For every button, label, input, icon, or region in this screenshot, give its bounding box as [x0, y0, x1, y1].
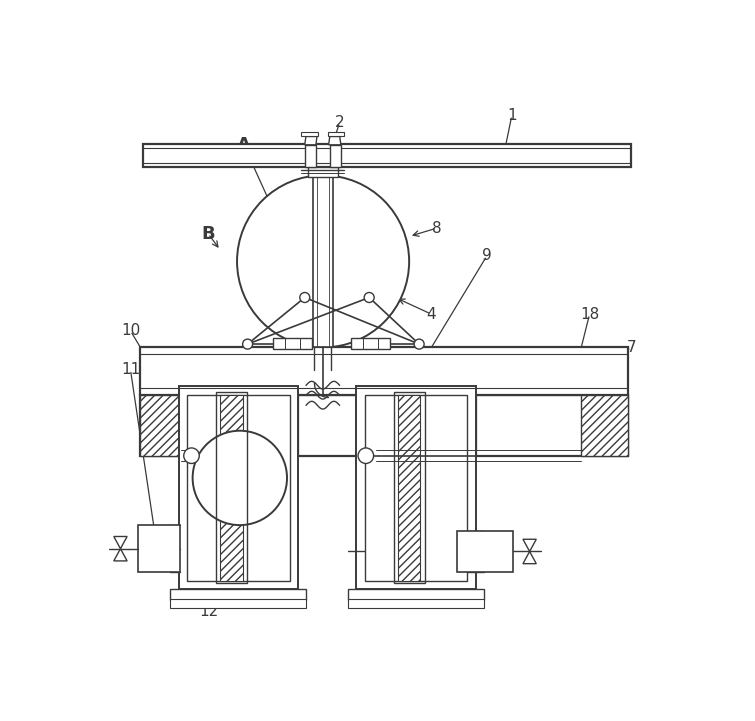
Polygon shape: [114, 549, 127, 561]
Bar: [348, 599, 484, 609]
Bar: [216, 392, 247, 583]
Bar: [305, 145, 316, 167]
Bar: [140, 394, 187, 456]
Bar: [301, 132, 318, 136]
Text: B: B: [202, 225, 215, 243]
Text: 1: 1: [507, 108, 516, 123]
Text: 4: 4: [427, 306, 436, 322]
Bar: [393, 392, 425, 583]
Circle shape: [364, 293, 374, 303]
Bar: [140, 348, 628, 394]
Text: 12: 12: [199, 603, 219, 619]
Circle shape: [193, 430, 287, 525]
Bar: [356, 386, 476, 589]
Text: 9: 9: [482, 248, 492, 263]
Polygon shape: [114, 536, 127, 549]
Bar: [179, 386, 298, 589]
Polygon shape: [328, 136, 341, 145]
Circle shape: [237, 175, 409, 348]
Polygon shape: [523, 552, 536, 564]
Text: 11: 11: [121, 362, 140, 377]
Bar: [143, 143, 631, 167]
Polygon shape: [305, 136, 317, 145]
Bar: [313, 167, 332, 348]
Text: 10: 10: [121, 323, 140, 338]
Bar: [307, 167, 338, 177]
Bar: [328, 132, 344, 136]
Polygon shape: [523, 539, 536, 552]
Bar: [348, 589, 484, 600]
Bar: [273, 338, 312, 349]
Circle shape: [358, 448, 374, 464]
Bar: [330, 145, 341, 167]
Circle shape: [183, 448, 199, 464]
Text: 5: 5: [344, 359, 353, 374]
Text: 18: 18: [580, 306, 599, 322]
Text: 7: 7: [627, 340, 636, 355]
Bar: [398, 394, 421, 580]
Circle shape: [414, 339, 424, 349]
Bar: [220, 394, 242, 580]
Bar: [581, 394, 628, 456]
Bar: [138, 525, 180, 572]
Bar: [351, 338, 390, 349]
Circle shape: [242, 339, 253, 349]
Bar: [365, 394, 467, 580]
Bar: [171, 599, 307, 609]
Bar: [458, 531, 513, 572]
Bar: [140, 394, 628, 456]
Text: 2: 2: [335, 115, 344, 130]
Text: 8: 8: [432, 221, 442, 236]
Bar: [187, 394, 290, 580]
Circle shape: [300, 293, 310, 303]
Bar: [171, 589, 307, 600]
Text: A: A: [237, 136, 251, 154]
